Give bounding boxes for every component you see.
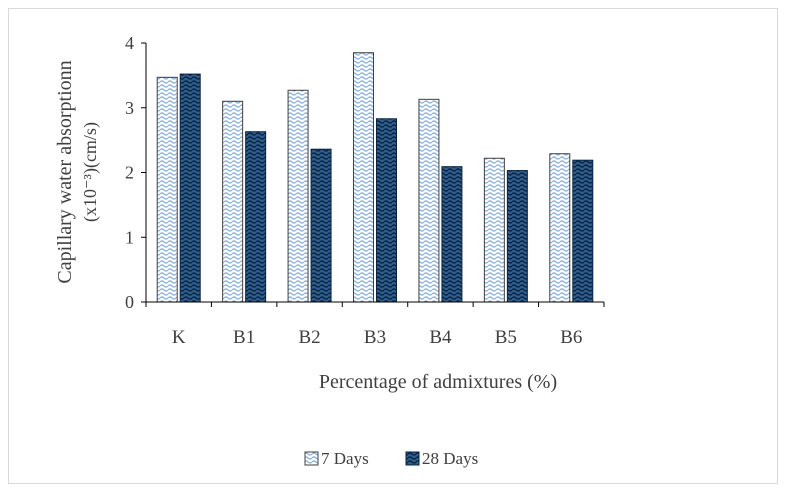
bar-b4-28-days	[441, 166, 463, 303]
bar-b2-28-days	[310, 148, 332, 303]
legend-label-28-days: 28 Days	[422, 449, 478, 468]
bar-k-28-days	[179, 73, 201, 303]
bar-b2-7-days	[287, 89, 309, 303]
bar-b5-7-days	[483, 157, 505, 303]
bar-k-7-days	[156, 76, 178, 303]
legend: 7 Days 28 Days	[304, 449, 478, 468]
x-tick-label-b4: B4	[429, 327, 452, 348]
bar-b3-7-days	[353, 52, 374, 303]
bar-b3-28-days	[376, 118, 397, 303]
legend-label-7-days: 7 Days	[321, 449, 369, 468]
y-tick-label: 0	[125, 292, 134, 312]
x-tick-label-b6: B6	[560, 327, 582, 348]
bar-b4-7-days	[418, 98, 440, 303]
x-tick-label-b3: B3	[364, 327, 386, 348]
bar-b6-7-days	[549, 153, 571, 303]
y-tick-label: 3	[125, 98, 134, 118]
legend-swatch-28-days	[405, 451, 420, 466]
bar-b6-28-days	[572, 159, 594, 303]
y-axis-title-line1: Capillary water absorptionn	[54, 60, 76, 283]
bar-b1-7-days	[222, 100, 244, 303]
x-tick-label-k: K	[172, 327, 186, 348]
x-axis-title: Percentage of admixtures (%)	[319, 371, 557, 393]
legend-swatch-7-days	[304, 451, 319, 466]
x-tick-label-b2: B2	[298, 327, 320, 348]
bar-b5-28-days	[506, 170, 528, 303]
bars-group	[156, 52, 594, 303]
y-ticks-group: 0 1 2 3 4	[125, 33, 146, 312]
bar-b1-28-days	[245, 131, 267, 303]
x-tick-label-b5: B5	[495, 327, 517, 348]
y-axis-title-line2: (x10⁻³)(cm/s)	[80, 122, 101, 222]
x-tick-label-b1: B1	[233, 327, 255, 348]
y-tick-label: 1	[125, 227, 134, 247]
y-tick-label: 2	[125, 163, 134, 183]
x-ticks-group: K B1 B2 B3 B4 B5 B6	[145, 302, 605, 348]
y-tick-label: 4	[125, 33, 134, 53]
